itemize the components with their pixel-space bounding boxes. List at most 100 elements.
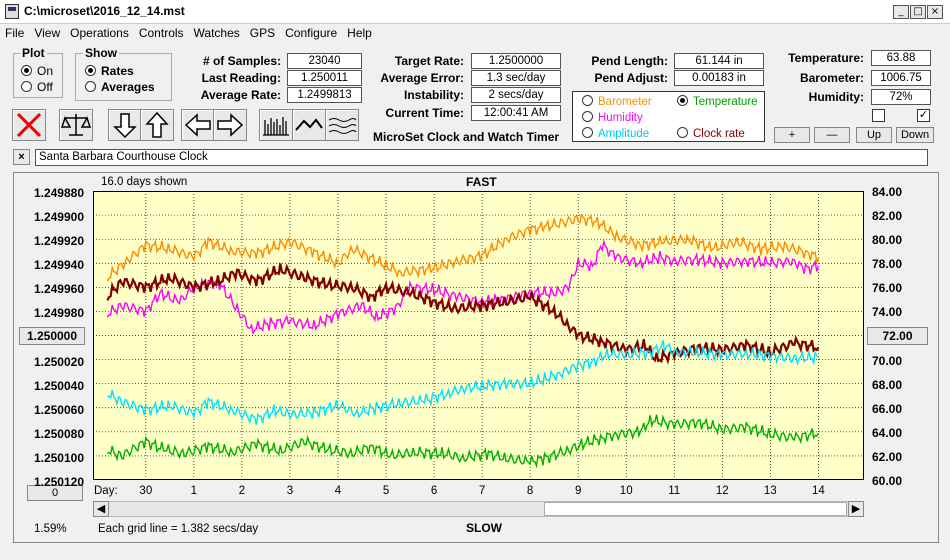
balance-button[interactable] [59, 109, 93, 141]
pend-adjust-label: Pend Adjust: [594, 71, 668, 85]
day-tick: 13 [763, 485, 777, 497]
show-rates-radio[interactable]: Rates [85, 64, 134, 78]
grid-scale-label: Each grid line = 1.382 secs/day [98, 523, 259, 535]
app-icon [5, 4, 19, 19]
up-button[interactable]: Up [856, 127, 892, 143]
menu-gps[interactable]: GPS [249, 26, 276, 40]
show-averages-radio[interactable]: Averages [85, 80, 155, 94]
left-axis-tick: 1.249960 [33, 282, 84, 297]
arrow-down-icon [113, 113, 137, 139]
menu-view[interactable]: View [34, 26, 61, 40]
right-reference-button[interactable]: 72.00 [867, 327, 928, 345]
left-reference-button[interactable]: 1.250000 [19, 327, 85, 345]
plot-group-label: Plot [20, 46, 47, 60]
slow-label: SLOW [466, 521, 502, 535]
minus-button[interactable]: — [814, 127, 850, 143]
plot-on-radio[interactable]: On [21, 64, 53, 78]
title-bar: C:\microset\2016_12_14.mst _ □ × [0, 0, 950, 24]
right-axis-tick: 80.00 [872, 233, 903, 248]
right-axis-tick: 74.00 [872, 305, 903, 320]
menu-file[interactable]: File [5, 26, 25, 40]
menu-watches[interactable]: Watches [193, 26, 240, 40]
day-tick: 4 [334, 485, 342, 497]
wave-icon [328, 118, 357, 134]
arrow-left-button[interactable] [181, 109, 215, 141]
humidity-radio[interactable]: Humidity [582, 111, 643, 124]
plot-off-label: Off [37, 80, 53, 94]
bars-view-button[interactable] [259, 109, 293, 141]
menu-operations[interactable]: Operations [70, 26, 129, 40]
amplitude-option-label: Amplitude [598, 128, 650, 140]
menu-bar: File View Operations Controls Watches GPS Conf… [0, 24, 950, 42]
plot-on-label: On [37, 64, 54, 78]
last-reading-label: Last Reading: [201, 71, 281, 85]
left-axis-tick: 1.249920 [33, 234, 84, 249]
humidity-label: Humidity: [808, 90, 864, 104]
right-axis-tick: 68.00 [872, 377, 903, 392]
amplitude-series-line [107, 340, 819, 425]
plot-off-radio[interactable]: Off [21, 80, 53, 94]
right-axis-tick: 78.00 [872, 257, 903, 272]
clock-rate-radio[interactable]: Clock rate [677, 127, 745, 140]
temperature-label: Temperature: [788, 51, 864, 65]
barometer-field: 1006.75 [871, 70, 931, 86]
temperature-radio[interactable]: Temperature [677, 95, 758, 108]
rate-series-line [106, 263, 820, 365]
average-error-label: Average Error: [380, 71, 464, 85]
right-axis-tick: 64.00 [872, 425, 903, 440]
day-tick: 12 [715, 485, 729, 497]
scroll-left-button[interactable]: ◀ [93, 501, 109, 517]
day-tick: 5 [382, 485, 390, 497]
checkbox-2[interactable]: ✓ [917, 109, 930, 122]
current-time-field: 12:00:41 AM [471, 105, 561, 121]
left-axis-tick: 1.250040 [33, 378, 84, 393]
plus-button[interactable]: + [774, 127, 810, 143]
left-axis-tick: 1.249880 [33, 186, 84, 200]
arrow-down-button[interactable] [108, 109, 142, 141]
barometer-radio[interactable]: Barometer [582, 95, 652, 108]
barometer-option-label: Barometer [598, 96, 652, 108]
day-tick: 30 [139, 485, 153, 497]
down-button[interactable]: Down [896, 127, 934, 143]
day-tick: 3 [286, 485, 294, 497]
stop-button[interactable] [12, 109, 46, 141]
close-window-button[interactable]: × [927, 5, 943, 19]
target-rate-field[interactable]: 1.2500000 [471, 53, 561, 69]
menu-configure[interactable]: Configure [285, 26, 338, 40]
bar-graph-icon [263, 117, 289, 136]
menu-controls[interactable]: Controls [138, 26, 184, 40]
temperature-series-line [107, 414, 820, 469]
show-group-label: Show [83, 46, 119, 60]
arrow-up-button[interactable] [140, 109, 174, 141]
temperature-option-label: Temperature [693, 96, 758, 108]
scroll-thumb[interactable] [544, 502, 847, 516]
checkbox-1[interactable] [872, 109, 885, 122]
day-tick: 9 [574, 485, 582, 497]
maximize-button[interactable]: □ [910, 5, 926, 19]
clock-rate-option-label: Clock rate [693, 128, 745, 140]
clear-clock-button[interactable]: × [13, 149, 30, 165]
chart-plot-area [93, 191, 864, 480]
clock-name-field[interactable]: Santa Barbara Courthouse Clock [35, 149, 928, 166]
arrow-right-button[interactable] [213, 109, 247, 141]
scroll-right-button[interactable]: ▶ [848, 501, 864, 517]
average-rate-label: Average Rate: [200, 88, 281, 102]
instability-field: 2 secs/day [471, 87, 561, 103]
fast-label: FAST [466, 175, 497, 189]
arrow-left-icon [184, 113, 211, 137]
day-tick: 1 [190, 485, 198, 497]
sensor-select-box [572, 91, 765, 142]
samples-label: # of Samples: [202, 54, 281, 68]
menu-help[interactable]: Help [347, 26, 372, 40]
humidity-field: 72% [871, 89, 931, 105]
minimize-button[interactable]: _ [893, 5, 909, 19]
zero-button[interactable]: 0 [27, 485, 83, 501]
show-group [75, 53, 172, 101]
wave-view-button[interactable] [325, 109, 359, 141]
day-tick: 10 [619, 485, 633, 497]
app-name: MicroSet Clock and Watch Timer [373, 130, 560, 144]
amplitude-radio[interactable]: Amplitude [582, 127, 649, 140]
line-view-button[interactable] [292, 109, 326, 141]
barometer-series-line [106, 213, 820, 282]
left-axis-tick: 1.250120 [33, 474, 84, 489]
